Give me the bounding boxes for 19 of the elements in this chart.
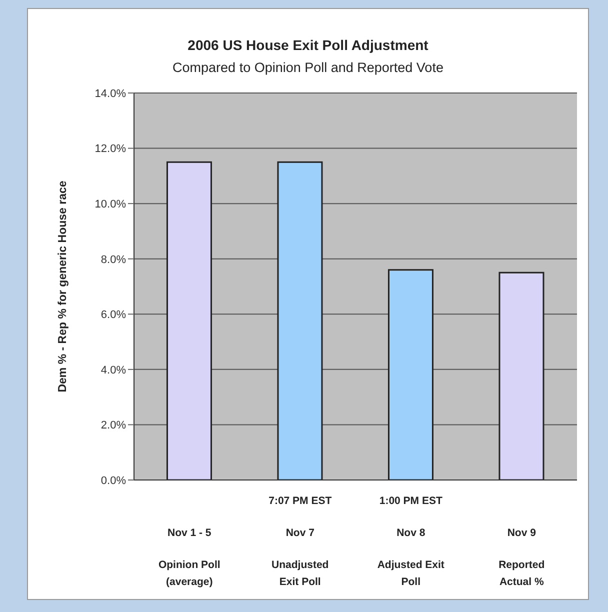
y-tick-label: 0.0% bbox=[100, 474, 126, 487]
y-tick-label: 6.0% bbox=[100, 309, 126, 322]
bar bbox=[166, 161, 212, 480]
y-tick-label: 4.0% bbox=[100, 364, 126, 376]
bar bbox=[277, 161, 323, 480]
chart-title: 2006 US House Exit Poll Adjustment bbox=[186, 37, 430, 53]
y-tick-label: 8.0% bbox=[100, 254, 126, 266]
y-tick-label: 14.0% bbox=[94, 88, 126, 100]
category-label: Nov 9 Reported Actual % bbox=[498, 527, 545, 588]
chart-subtitle: Compared to Opinion Poll and Reported Vote bbox=[172, 60, 444, 75]
bar bbox=[388, 269, 434, 480]
category-label: 1:00 PM EST Nov 8 Adjusted Exit Poll bbox=[377, 495, 444, 588]
y-tick-label: 2.0% bbox=[100, 420, 126, 432]
y-tick-label: 12.0% bbox=[94, 143, 126, 156]
category-label: 7:07 PM EST Nov 7 Unadjusted Exit Poll bbox=[268, 495, 332, 588]
y-axis-title: Dem % - Rep % for generic House race bbox=[57, 180, 70, 392]
category-label: Nov 1 - 5 Opinion Poll (average) bbox=[158, 527, 220, 588]
bar bbox=[498, 272, 544, 480]
y-tick-label: 10.0% bbox=[94, 198, 126, 210]
